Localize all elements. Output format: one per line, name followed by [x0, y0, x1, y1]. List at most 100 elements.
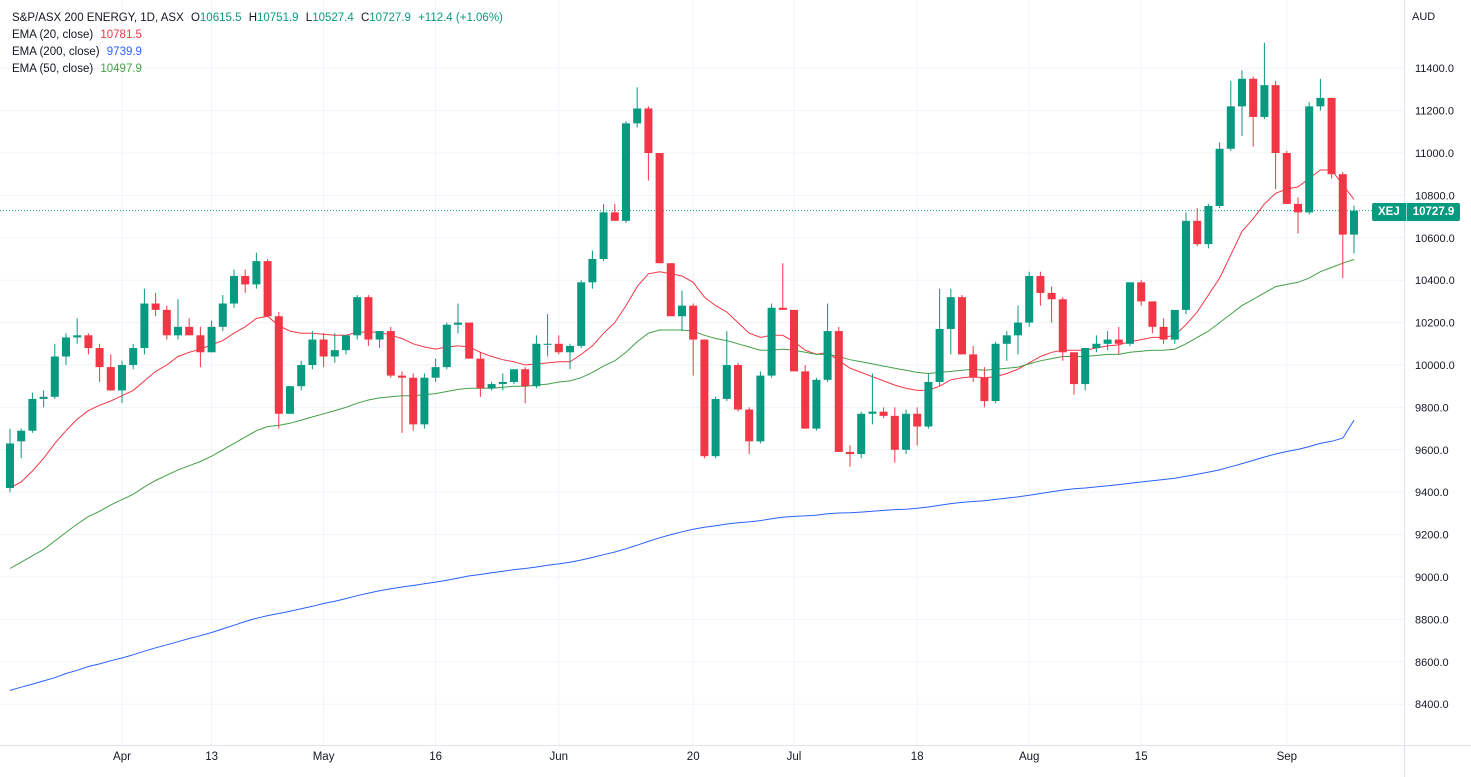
x-tick-label: May [313, 751, 335, 763]
candle-body [711, 398, 720, 457]
candle-body [442, 324, 451, 368]
candle-body [230, 275, 238, 304]
candle-body [1047, 292, 1056, 300]
candle-body [689, 305, 698, 340]
candle-body [734, 365, 742, 410]
candle-body [890, 415, 899, 450]
candle-body [386, 331, 395, 376]
candle-body [991, 343, 1000, 402]
legend-ema50-row[interactable]: EMA (50, close) 10497.9 [12, 61, 507, 78]
candle-body [207, 326, 216, 353]
candle-body [868, 411, 877, 414]
last-price-tag: XEJ 10727.9 [1372, 203, 1461, 221]
y-tick-label: 10800.0 [1415, 190, 1455, 202]
legend-ohlc-row: S&P/ASX 200 ENERGY, 1D, ASX O10615.5 H10… [12, 10, 507, 27]
legend-title: S&P/ASX 200 ENERGY, 1D, ASX [12, 12, 184, 24]
candle-body [913, 413, 922, 427]
candle-body [1114, 339, 1123, 344]
candle-body [73, 335, 82, 338]
candle-body [353, 297, 362, 336]
candle-body [487, 384, 496, 389]
legend-change: +112.4 (+1.06%) [418, 12, 503, 24]
candle-body [1316, 97, 1325, 107]
candle-body [140, 303, 149, 349]
candle-body [756, 375, 765, 442]
chart-legend: S&P/ASX 200 ENERGY, 1D, ASX O10615.5 H10… [12, 10, 507, 78]
candle-body [610, 212, 619, 221]
x-tick-label: Apr [113, 751, 131, 763]
candle-body [274, 316, 283, 414]
candle-body [1025, 275, 1034, 323]
y-tick-label: 10000.0 [1415, 360, 1455, 372]
legend-h: H10751.9 [249, 12, 299, 24]
candle-body [801, 371, 810, 429]
currency-label: AUD [1412, 11, 1436, 23]
y-tick-label: 9000.0 [1415, 572, 1449, 584]
candle-body [398, 375, 406, 378]
candle-body [1182, 220, 1190, 310]
legend-ema20-row[interactable]: EMA (20, close) 10781.5 [12, 27, 507, 44]
candle-body [1238, 78, 1246, 107]
candle-body [935, 328, 944, 382]
candle-body [465, 322, 474, 359]
candle-body [599, 212, 608, 259]
candle-body [1338, 174, 1347, 235]
candle-body [1215, 148, 1224, 206]
candle-body [1103, 339, 1112, 344]
candle-body [1137, 282, 1146, 302]
x-tick-label: Aug [1019, 751, 1039, 763]
candles [6, 42, 1358, 493]
candle-body [263, 261, 272, 317]
candle-body [118, 365, 126, 391]
legend-l-value: 10527.4 [312, 12, 354, 24]
y-tick-label: 10400.0 [1415, 275, 1455, 287]
candle-body [980, 377, 989, 402]
candle-body [958, 297, 966, 355]
legend-l-label: L [305, 12, 313, 24]
ema200-label: EMA (200, close) [12, 46, 100, 58]
candle-body [1226, 106, 1235, 149]
ema20-value: 10781.5 [100, 29, 142, 41]
candle-body [218, 303, 227, 327]
candle-body [1036, 275, 1045, 293]
candle-body [902, 413, 910, 450]
candle-body [722, 365, 731, 399]
candle-body [39, 396, 48, 399]
ema50-label: EMA (50, close) [12, 63, 94, 75]
candle-body [1260, 85, 1269, 117]
candle-body [319, 339, 328, 357]
legend-ema200-row[interactable]: EMA (200, close) 9739.9 [12, 44, 507, 61]
y-tick-label: 8600.0 [1415, 657, 1449, 669]
candle-body [1282, 153, 1291, 204]
candle-body [644, 108, 653, 153]
candle-body [28, 398, 37, 431]
candle-body [1159, 326, 1168, 340]
candle-body [532, 343, 541, 387]
candle-body [1294, 203, 1302, 213]
candle-body [521, 369, 530, 387]
candle-body [812, 379, 821, 429]
candle-body [84, 335, 93, 349]
candle-body [185, 326, 194, 336]
candle-body [252, 261, 261, 285]
legend-o-label: O [190, 12, 200, 24]
y-tick-label: 11200.0 [1415, 106, 1454, 118]
x-tick-label: 20 [687, 751, 700, 763]
candle-body [678, 305, 686, 317]
candle-body [297, 365, 306, 387]
candle-body [1058, 299, 1067, 353]
candle-body [745, 409, 754, 442]
candle-body [622, 123, 630, 221]
time-axis[interactable]: Apr 13 May 16 Jun 20 Jul 18 Aug 15 Sep [113, 751, 1297, 763]
y-tick-label: 9400.0 [1415, 487, 1449, 499]
candle-body [857, 413, 866, 455]
price-axis[interactable]: 8400.0 8600.0 8800.0 9000.0 9200.0 9400.0 9600… [1415, 63, 1455, 711]
candle-body [286, 386, 294, 414]
legend-h-value: 10751.9 [257, 12, 299, 24]
x-tick-label: 16 [429, 751, 442, 763]
candle-body [1092, 343, 1101, 349]
x-tick-label: 13 [205, 751, 218, 763]
candle-body [700, 339, 709, 457]
candle-body [50, 356, 59, 397]
